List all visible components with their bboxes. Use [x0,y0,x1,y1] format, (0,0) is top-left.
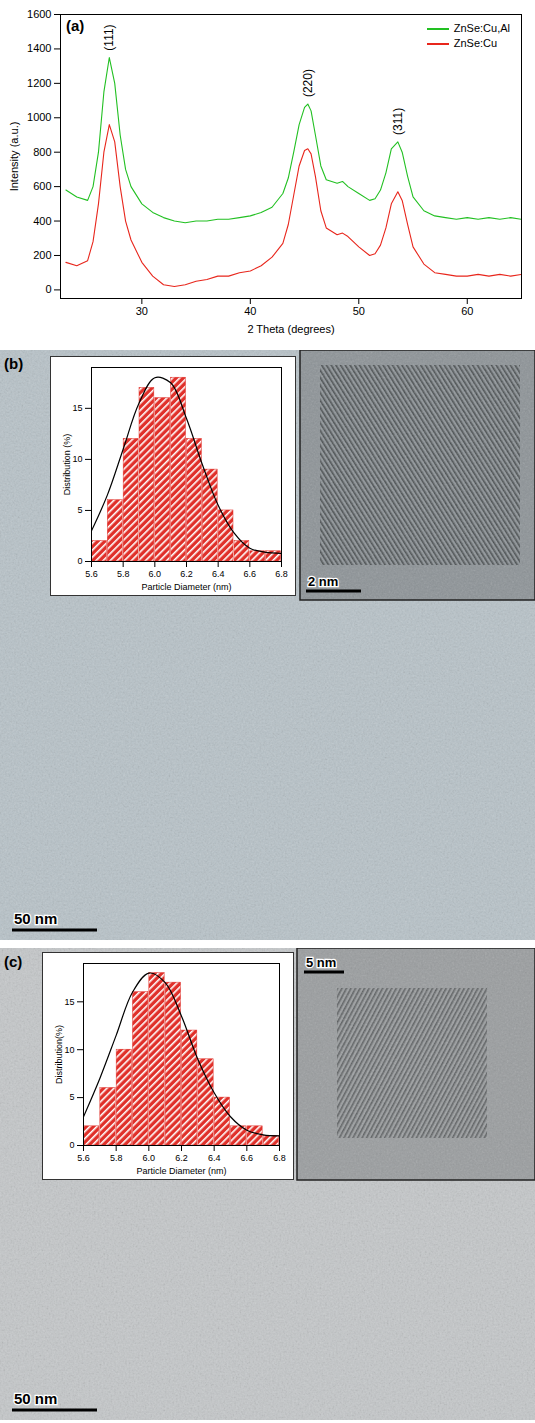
html-text:(b): (b) [4,355,24,372]
svg-text:Distribution (%): Distribution (%) [62,434,72,496]
svg-text:10: 10 [64,1045,74,1055]
svg-text:60: 60 [461,305,473,317]
svg-text:6.4: 6.4 [208,1153,221,1163]
html-text:(c): (c) [4,953,23,970]
svg-text:5: 5 [77,505,82,515]
svg-text:15: 15 [64,997,74,1007]
svg-text:Particle Diameter (nm): Particle Diameter (nm) [141,582,231,592]
svg-text:6.8: 6.8 [275,569,288,579]
svg-text:(111): (111) [102,24,116,50]
svg-text:5: 5 [69,1092,74,1102]
svg-text:5.8: 5.8 [110,1153,123,1163]
svg-text:5.8: 5.8 [117,569,130,579]
svg-text:Particle Diameter (nm): Particle Diameter (nm) [136,1166,226,1176]
svg-text:6.2: 6.2 [175,1153,188,1163]
svg-text:15: 15 [72,403,82,413]
svg-text:0: 0 [69,1140,74,1150]
svg-text:6.4: 6.4 [212,569,225,579]
svg-text:10: 10 [72,454,82,464]
svg-text:600: 600 [33,180,51,192]
svg-text:6.0: 6.0 [149,569,162,579]
svg-text:2 nm: 2 nm [308,574,338,589]
svg-text:400: 400 [33,215,51,227]
svg-text:0: 0 [45,283,51,295]
svg-text:1400: 1400 [27,42,51,54]
svg-text:5.6: 5.6 [85,569,98,579]
svg-text:50 nm: 50 nm [14,1390,57,1407]
svg-text:200: 200 [33,249,51,261]
svg-text:30: 30 [136,305,148,317]
html-text:(a): (a) [66,17,85,34]
svg-text:6.0: 6.0 [143,1153,156,1163]
svg-text:6.2: 6.2 [180,569,193,579]
svg-text:(220): (220) [301,69,315,97]
html-text:ZnSe:Cu,Al: ZnSe:Cu,Al [453,22,510,34]
svg-text:800: 800 [33,146,51,158]
svg-text:(311): (311) [391,108,405,135]
svg-text:50 nm: 50 nm [14,910,57,927]
svg-text:1000: 1000 [27,111,51,123]
svg-text:6.6: 6.6 [241,1153,254,1163]
svg-text:40: 40 [244,305,256,317]
svg-text:5.6: 5.6 [77,1153,90,1163]
svg-text:Distribution(%): Distribution(%) [54,1025,64,1084]
svg-text:2 Theta (degrees): 2 Theta (degrees) [247,323,334,335]
svg-text:1200: 1200 [27,77,51,89]
html-text:ZnSe:Cu: ZnSe:Cu [453,37,498,49]
svg-text:6.8: 6.8 [273,1153,286,1163]
svg-text:0: 0 [77,556,82,566]
svg-text:50: 50 [353,305,365,317]
svg-text:1600: 1600 [27,8,51,20]
svg-text:6.6: 6.6 [244,569,257,579]
svg-text:Intensity (a.u.): Intensity (a.u.) [8,122,20,192]
svg-text:5 nm: 5 nm [306,955,336,970]
